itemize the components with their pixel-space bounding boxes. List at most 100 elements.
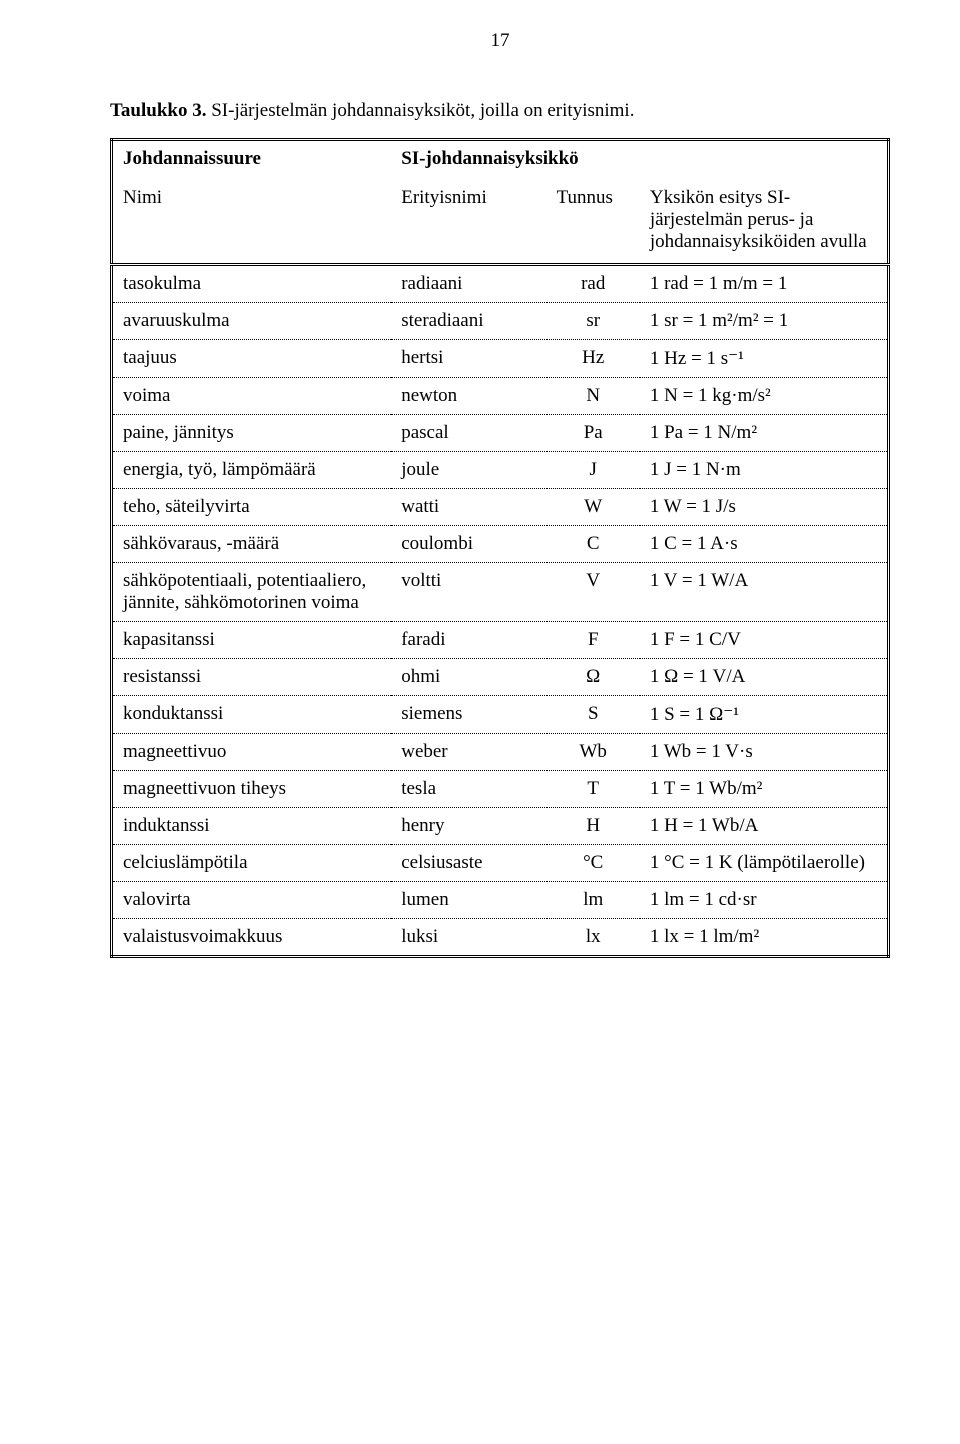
table-row: taajuushertsiHz1 Hz = 1 s⁻¹ <box>112 340 889 378</box>
table-body: tasokulmaradiaanirad1 rad = 1 m/m = 1ava… <box>112 265 889 957</box>
table-row: valaistusvoimakkuusluksilx1 lx = 1 lm/m² <box>112 919 889 957</box>
table-row: teho, säteilyvirtawattiW1 W = 1 J/s <box>112 489 889 526</box>
table-row: tasokulmaradiaanirad1 rad = 1 m/m = 1 <box>112 265 889 303</box>
subheader-erityisnimi: Erityisnimi <box>391 177 546 265</box>
subheader-esitys: Yksikön esitys SI-järjestelmän perus- ja… <box>640 177 889 265</box>
table-row: celciuslämpötilacelsiusaste°C1 °C = 1 K … <box>112 845 889 882</box>
cell-unit-name: ohmi <box>391 659 546 696</box>
caption-rest: SI-järjestelmän johdannaisyksiköt, joill… <box>206 100 634 121</box>
table-row: kapasitanssifaradiF1 F = 1 C/V <box>112 622 889 659</box>
cell-relation: 1 T = 1 Wb/m² <box>640 771 889 808</box>
cell-quantity: induktanssi <box>112 808 392 845</box>
cell-symbol: Pa <box>547 415 640 452</box>
cell-unit-name: henry <box>391 808 546 845</box>
cell-symbol: N <box>547 378 640 415</box>
cell-quantity: magneettivuon tiheys <box>112 771 392 808</box>
cell-relation: 1 C = 1 A·s <box>640 526 889 563</box>
table-row: paine, jännityspascalPa1 Pa = 1 N/m² <box>112 415 889 452</box>
subheader-nimi: Nimi <box>112 177 392 265</box>
cell-relation: 1 Pa = 1 N/m² <box>640 415 889 452</box>
cell-symbol: Ω <box>547 659 640 696</box>
cell-relation: 1 sr = 1 m²/m² = 1 <box>640 303 889 340</box>
cell-symbol: sr <box>547 303 640 340</box>
cell-relation: 1 J = 1 N·m <box>640 452 889 489</box>
caption-bold: Taulukko 3. <box>110 100 206 121</box>
table-row: valovirtalumenlm1 lm = 1 cd·sr <box>112 882 889 919</box>
cell-unit-name: hertsi <box>391 340 546 378</box>
cell-symbol: lm <box>547 882 640 919</box>
cell-relation: 1 N = 1 kg·m/s² <box>640 378 889 415</box>
cell-unit-name: pascal <box>391 415 546 452</box>
cell-symbol: Hz <box>547 340 640 378</box>
cell-relation: 1 Ω = 1 V/A <box>640 659 889 696</box>
cell-quantity: celciuslämpötila <box>112 845 392 882</box>
cell-relation: 1 lm = 1 cd·sr <box>640 882 889 919</box>
cell-unit-name: tesla <box>391 771 546 808</box>
table-row: sähköpotentiaali, potentiaaliero, jännit… <box>112 563 889 622</box>
cell-relation: 1 Hz = 1 s⁻¹ <box>640 340 889 378</box>
cell-quantity: teho, säteilyvirta <box>112 489 392 526</box>
cell-unit-name: celsiusaste <box>391 845 546 882</box>
cell-quantity: taajuus <box>112 340 392 378</box>
cell-symbol: H <box>547 808 640 845</box>
cell-quantity: sähkövaraus, -määrä <box>112 526 392 563</box>
cell-unit-name: lumen <box>391 882 546 919</box>
cell-relation: 1 F = 1 C/V <box>640 622 889 659</box>
cell-quantity: magneettivuo <box>112 734 392 771</box>
cell-symbol: lx <box>547 919 640 957</box>
cell-relation: 1 Wb = 1 V·s <box>640 734 889 771</box>
table-row: magneettivuoweberWb1 Wb = 1 V·s <box>112 734 889 771</box>
cell-unit-name: watti <box>391 489 546 526</box>
cell-relation: 1 W = 1 J/s <box>640 489 889 526</box>
table-row: induktanssihenryH1 H = 1 Wb/A <box>112 808 889 845</box>
cell-symbol: °C <box>547 845 640 882</box>
cell-symbol: S <box>547 696 640 734</box>
cell-relation: 1 S = 1 Ω⁻¹ <box>640 696 889 734</box>
table-row: magneettivuon tiheysteslaT1 T = 1 Wb/m² <box>112 771 889 808</box>
table-row: voimanewtonN1 N = 1 kg·m/s² <box>112 378 889 415</box>
cell-symbol: rad <box>547 265 640 303</box>
cell-relation: 1 V = 1 W/A <box>640 563 889 622</box>
cell-symbol: T <box>547 771 640 808</box>
cell-symbol: W <box>547 489 640 526</box>
table-row: sähkövaraus, -määräcoulombiC1 C = 1 A·s <box>112 526 889 563</box>
cell-unit-name: joule <box>391 452 546 489</box>
cell-symbol: J <box>547 452 640 489</box>
cell-quantity: voima <box>112 378 392 415</box>
cell-quantity: avaruuskulma <box>112 303 392 340</box>
cell-quantity: tasokulma <box>112 265 392 303</box>
cell-relation: 1 H = 1 Wb/A <box>640 808 889 845</box>
cell-symbol: Wb <box>547 734 640 771</box>
cell-unit-name: luksi <box>391 919 546 957</box>
cell-symbol: V <box>547 563 640 622</box>
table-row: konduktanssisiemensS1 S = 1 Ω⁻¹ <box>112 696 889 734</box>
cell-quantity: valovirta <box>112 882 392 919</box>
cell-symbol: F <box>547 622 640 659</box>
cell-quantity: valaistusvoimakkuus <box>112 919 392 957</box>
cell-quantity: kapasitanssi <box>112 622 392 659</box>
si-units-table: Johdannaissuure SI-johdannaisyksikkö Nim… <box>110 138 890 958</box>
header-quantity: Johdannaissuure <box>112 140 392 178</box>
table-row: energia, työ, lämpömääräjouleJ1 J = 1 N·… <box>112 452 889 489</box>
cell-unit-name: radiaani <box>391 265 546 303</box>
cell-unit-name: newton <box>391 378 546 415</box>
table-caption: Taulukko 3. SI-järjestelmän johdannaisyk… <box>110 100 890 122</box>
cell-symbol: C <box>547 526 640 563</box>
cell-unit-name: coulombi <box>391 526 546 563</box>
page-number: 17 <box>110 30 890 52</box>
table-row: avaruuskulmasteradiaanisr1 sr = 1 m²/m² … <box>112 303 889 340</box>
cell-quantity: sähköpotentiaali, potentiaaliero, jännit… <box>112 563 392 622</box>
cell-quantity: energia, työ, lämpömäärä <box>112 452 392 489</box>
cell-relation: 1 rad = 1 m/m = 1 <box>640 265 889 303</box>
cell-quantity: paine, jännitys <box>112 415 392 452</box>
cell-unit-name: voltti <box>391 563 546 622</box>
cell-unit-name: steradiaani <box>391 303 546 340</box>
cell-unit-name: faradi <box>391 622 546 659</box>
cell-unit-name: weber <box>391 734 546 771</box>
cell-quantity: resistanssi <box>112 659 392 696</box>
table-row: resistanssiohmiΩ1 Ω = 1 V/A <box>112 659 889 696</box>
subheader-tunnus: Tunnus <box>547 177 640 265</box>
cell-relation: 1 °C = 1 K (lämpötilaerolle) <box>640 845 889 882</box>
cell-relation: 1 lx = 1 lm/m² <box>640 919 889 957</box>
cell-unit-name: siemens <box>391 696 546 734</box>
